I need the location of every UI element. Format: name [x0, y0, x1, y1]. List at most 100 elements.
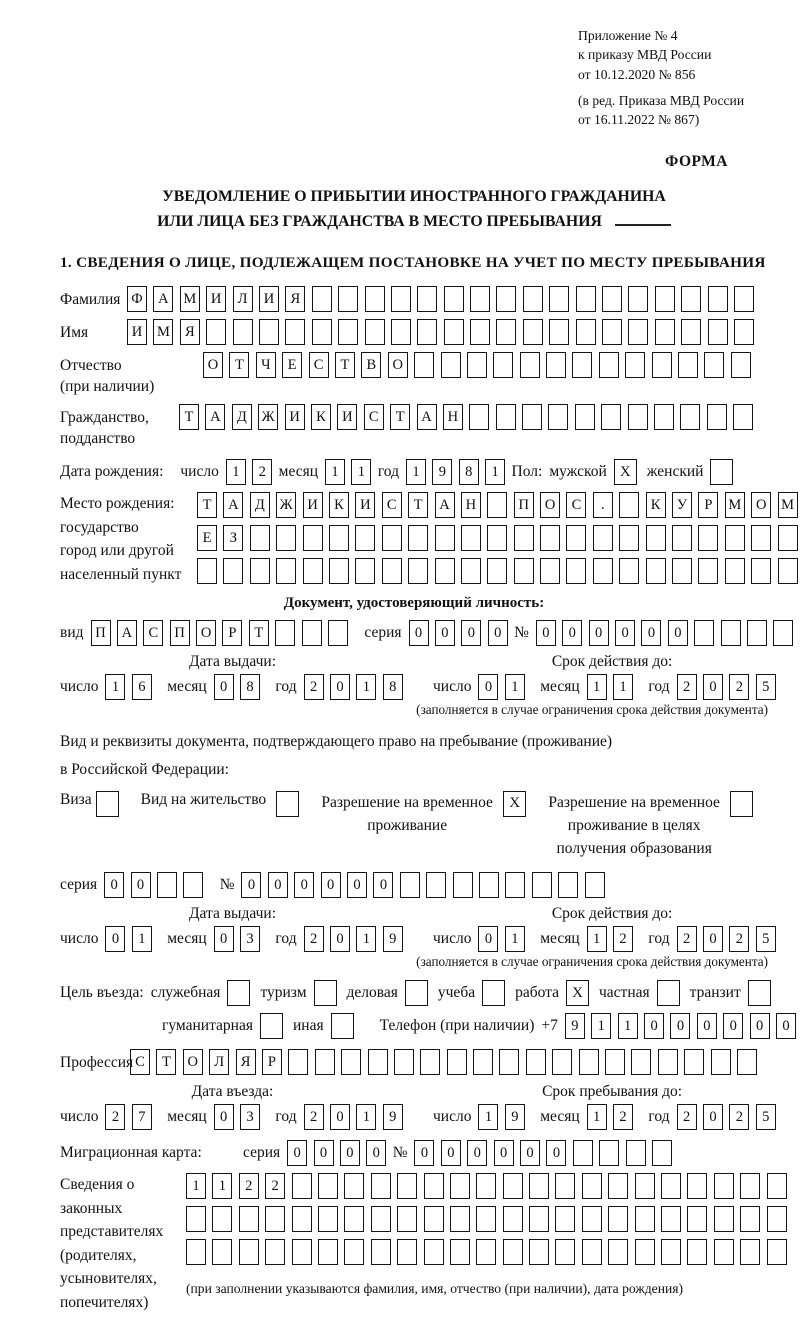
char-cell[interactable] [678, 352, 698, 378]
char-cell[interactable] [684, 1049, 704, 1075]
char-cell[interactable] [493, 352, 513, 378]
char-cell[interactable]: 0 [562, 620, 582, 646]
char-cell[interactable] [338, 286, 358, 312]
char-cell[interactable] [725, 558, 745, 584]
char-cell[interactable]: 1 [587, 926, 607, 952]
char-cell[interactable] [467, 352, 487, 378]
char-cell[interactable] [292, 1239, 312, 1265]
purpose-study-checkbox[interactable] [482, 980, 505, 1006]
char-cell[interactable]: 8 [459, 459, 479, 485]
visa-checkbox[interactable] [96, 791, 119, 817]
char-cell[interactable] [555, 1206, 575, 1232]
char-cell[interactable] [714, 1239, 734, 1265]
representatives-row2-cells[interactable] [186, 1206, 793, 1232]
char-cell[interactable]: О [540, 492, 560, 518]
purpose-humanitarian-checkbox[interactable] [260, 1013, 283, 1039]
char-cell[interactable]: 2 [729, 926, 749, 952]
char-cell[interactable] [582, 1239, 602, 1265]
char-cell[interactable] [601, 404, 621, 430]
char-cell[interactable] [470, 319, 490, 345]
char-cell[interactable] [400, 872, 420, 898]
char-cell[interactable] [740, 1173, 760, 1199]
char-cell[interactable] [661, 1239, 681, 1265]
char-cell[interactable] [529, 1239, 549, 1265]
char-cell[interactable] [767, 1239, 787, 1265]
char-cell[interactable] [414, 352, 434, 378]
char-cell[interactable] [566, 525, 586, 551]
char-cell[interactable]: Я [285, 286, 305, 312]
char-cell[interactable] [576, 319, 596, 345]
char-cell[interactable]: 9 [505, 1104, 525, 1130]
char-cell[interactable] [602, 319, 622, 345]
char-cell[interactable] [397, 1239, 417, 1265]
char-cell[interactable] [579, 1049, 599, 1075]
char-cell[interactable] [628, 404, 648, 430]
char-cell[interactable]: 0 [703, 674, 723, 700]
char-cell[interactable]: В [361, 352, 381, 378]
char-cell[interactable]: Ф [127, 286, 147, 312]
char-cell[interactable]: 2 [105, 1104, 125, 1130]
char-cell[interactable] [444, 286, 464, 312]
char-cell[interactable] [605, 1049, 625, 1075]
char-cell[interactable]: 0 [589, 620, 609, 646]
char-cell[interactable]: Ч [256, 352, 276, 378]
char-cell[interactable] [250, 525, 270, 551]
char-cell[interactable] [628, 286, 648, 312]
char-cell[interactable] [672, 525, 692, 551]
purpose-private-checkbox[interactable] [657, 980, 680, 1006]
char-cell[interactable] [426, 872, 446, 898]
char-cell[interactable]: У [672, 492, 692, 518]
char-cell[interactable]: 0 [347, 872, 367, 898]
char-cell[interactable] [368, 1049, 388, 1075]
char-cell[interactable] [555, 1239, 575, 1265]
char-cell[interactable]: 0 [697, 1013, 717, 1039]
char-cell[interactable] [773, 620, 793, 646]
char-cell[interactable] [698, 558, 718, 584]
char-cell[interactable]: 1 [212, 1173, 232, 1199]
char-cell[interactable]: 0 [488, 620, 508, 646]
char-cell[interactable]: 2 [304, 926, 324, 952]
char-cell[interactable]: С [309, 352, 329, 378]
char-cell[interactable]: 2 [677, 1104, 697, 1130]
female-checkbox[interactable] [710, 459, 733, 485]
char-cell[interactable]: Т [335, 352, 355, 378]
char-cell[interactable] [424, 1173, 444, 1199]
char-cell[interactable]: 1 [618, 1013, 638, 1039]
char-cell[interactable] [503, 1239, 523, 1265]
birthplace-row3-cells[interactable] [197, 558, 800, 584]
char-cell[interactable]: Р [698, 492, 718, 518]
char-cell[interactable]: И [303, 492, 323, 518]
char-cell[interactable]: 5 [756, 674, 776, 700]
char-cell[interactable]: 0 [330, 926, 350, 952]
char-cell[interactable]: 1 [505, 674, 525, 700]
char-cell[interactable] [450, 1239, 470, 1265]
char-cell[interactable] [698, 525, 718, 551]
char-cell[interactable] [329, 558, 349, 584]
char-cell[interactable]: О [388, 352, 408, 378]
char-cell[interactable]: 0 [435, 620, 455, 646]
char-cell[interactable] [737, 1049, 757, 1075]
char-cell[interactable] [608, 1206, 628, 1232]
char-cell[interactable] [312, 286, 332, 312]
char-cell[interactable]: 1 [105, 674, 125, 700]
char-cell[interactable]: 0 [750, 1013, 770, 1039]
char-cell[interactable] [707, 404, 727, 430]
char-cell[interactable] [628, 319, 648, 345]
char-cell[interactable] [365, 286, 385, 312]
char-cell[interactable]: 0 [536, 620, 556, 646]
char-cell[interactable]: 0 [330, 1104, 350, 1130]
char-cell[interactable] [365, 319, 385, 345]
char-cell[interactable] [503, 1173, 523, 1199]
char-cell[interactable] [566, 558, 586, 584]
char-cell[interactable]: 0 [644, 1013, 664, 1039]
char-cell[interactable]: 2 [729, 674, 749, 700]
char-cell[interactable] [233, 319, 253, 345]
